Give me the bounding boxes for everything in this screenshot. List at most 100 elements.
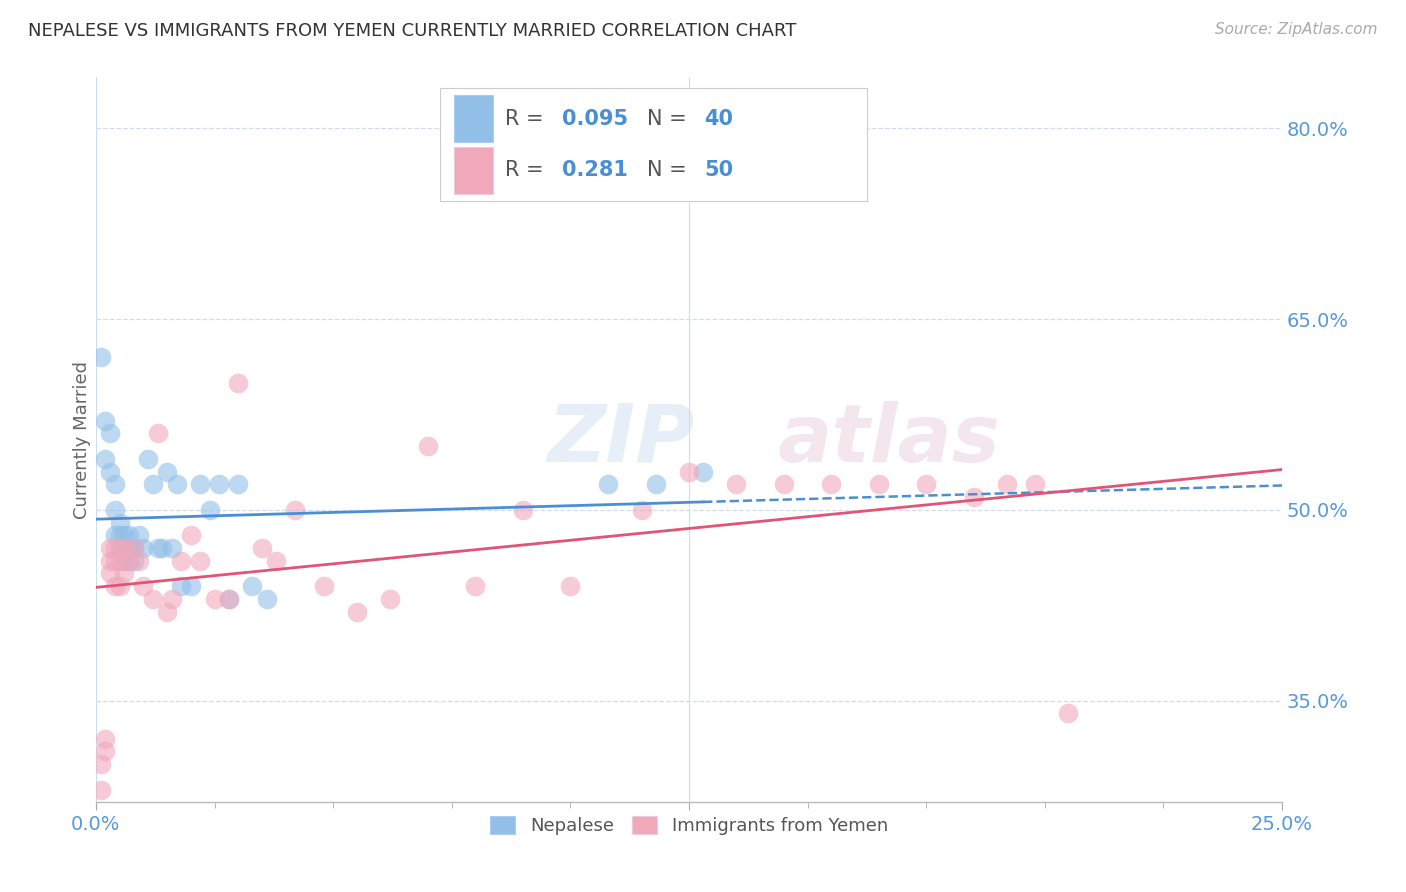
Point [416, 439, 439, 453]
Y-axis label: Currently Married: Currently Married [73, 361, 91, 519]
Point [198, 503, 221, 517]
Point [90, 757, 112, 772]
Point [166, 477, 188, 491]
Point [226, 376, 249, 390]
Point [112, 528, 135, 542]
Point [464, 579, 486, 593]
Point [128, 554, 150, 568]
Point [170, 579, 193, 593]
Point [264, 554, 287, 568]
FancyBboxPatch shape [454, 146, 494, 194]
Point [90, 782, 112, 797]
Point [598, 477, 620, 491]
Point [112, 554, 135, 568]
Point [312, 579, 335, 593]
FancyBboxPatch shape [440, 88, 868, 201]
Point [188, 554, 211, 568]
Point [132, 541, 155, 555]
Text: R =: R = [505, 109, 550, 128]
Point [118, 554, 141, 568]
Point [142, 591, 165, 606]
FancyBboxPatch shape [454, 95, 494, 143]
Point [256, 591, 278, 606]
Point [98, 566, 121, 581]
Point [820, 477, 842, 491]
Point [142, 477, 165, 491]
Point [156, 465, 179, 479]
Point [146, 541, 169, 555]
Point [284, 503, 307, 517]
Point [132, 579, 155, 593]
Text: 0.095: 0.095 [562, 109, 628, 128]
Point [118, 528, 141, 542]
Point [1057, 706, 1080, 721]
Point [128, 528, 150, 542]
Point [104, 579, 127, 593]
Point [122, 541, 145, 555]
Point [250, 541, 273, 555]
Text: 40: 40 [704, 109, 734, 128]
Text: N =: N = [647, 109, 693, 128]
Point [915, 477, 938, 491]
Text: N =: N = [647, 161, 693, 180]
Point [868, 477, 890, 491]
Point [104, 477, 127, 491]
Point [122, 541, 145, 555]
Point [104, 503, 127, 517]
Point [104, 554, 127, 568]
Point [180, 528, 202, 542]
Point [104, 541, 127, 555]
Point [118, 541, 141, 555]
Point [346, 605, 368, 619]
Point [962, 490, 984, 504]
Point [108, 516, 131, 530]
Point [512, 503, 534, 517]
Point [94, 451, 117, 466]
Point [160, 591, 183, 606]
Text: ZIP: ZIP [547, 401, 695, 479]
Point [725, 477, 748, 491]
Point [218, 591, 240, 606]
Point [156, 605, 179, 619]
Point [242, 579, 264, 593]
Point [98, 465, 121, 479]
Point [108, 541, 131, 555]
Point [136, 451, 159, 466]
Point [112, 541, 135, 555]
Point [1024, 477, 1046, 491]
Point [108, 554, 131, 568]
Point [108, 541, 131, 555]
Point [226, 477, 249, 491]
Point [104, 528, 127, 542]
Point [208, 477, 231, 491]
Text: NEPALESE VS IMMIGRANTS FROM YEMEN CURRENTLY MARRIED CORRELATION CHART: NEPALESE VS IMMIGRANTS FROM YEMEN CURREN… [28, 22, 796, 40]
Point [180, 579, 202, 593]
Point [378, 591, 401, 606]
Point [112, 541, 135, 555]
Text: 0.281: 0.281 [562, 161, 628, 180]
Point [108, 579, 131, 593]
Point [122, 554, 145, 568]
Point [188, 477, 211, 491]
Point [146, 426, 169, 441]
Point [118, 554, 141, 568]
Point [112, 566, 135, 581]
Point [218, 591, 240, 606]
Point [94, 744, 117, 758]
Point [94, 414, 117, 428]
Point [160, 541, 183, 555]
Point [678, 465, 700, 479]
Point [108, 528, 131, 542]
Point [204, 591, 226, 606]
Point [692, 465, 714, 479]
Point [98, 541, 121, 555]
Point [644, 477, 666, 491]
Point [98, 426, 121, 441]
Point [630, 503, 652, 517]
Point [995, 477, 1018, 491]
Text: R =: R = [505, 161, 550, 180]
Point [94, 731, 117, 746]
Point [772, 477, 794, 491]
Point [170, 554, 193, 568]
Point [150, 541, 173, 555]
